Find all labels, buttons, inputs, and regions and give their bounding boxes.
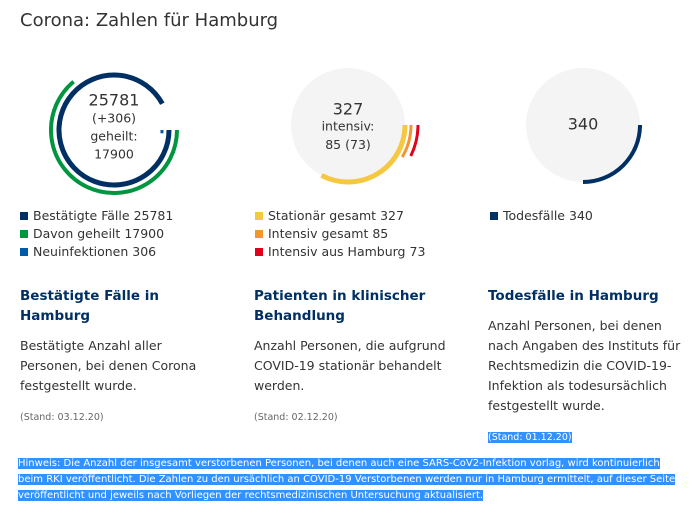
center-value: 25781 (89, 91, 140, 110)
legend-swatch (20, 248, 28, 256)
charts: 25781 (+306) geheilt: 17900 327 intensiv… (20, 68, 642, 259)
legend-value: 17900 (124, 226, 164, 241)
legend-value: 73 (410, 244, 426, 259)
notice: Hinweis: Die Anzahl der insgesamt versto… (18, 456, 683, 504)
center-label: intensiv: (322, 119, 375, 134)
legend-name: Davon geheilt (33, 226, 120, 241)
center-value: (73) (345, 137, 371, 152)
center-value: 85 (73) (325, 137, 371, 152)
legend-entry: Bestätigte Fälle 25781 (33, 208, 173, 223)
legend-value: 306 (132, 244, 156, 259)
legend-name: Intensiv gesamt (268, 226, 368, 241)
legend-name: Todesfälle (502, 208, 565, 223)
legend-value: 327 (380, 208, 404, 223)
panel-heading: Todesfälle in Hamburg (488, 288, 659, 304)
arc (582, 124, 642, 184)
arc (320, 124, 408, 185)
backdrop (291, 68, 405, 182)
legend-value: 85 (372, 226, 388, 241)
page-title: Corona: Zahlen für Hamburg (20, 10, 279, 31)
radial-chart (291, 68, 420, 185)
panel: Patienten in klinischer Behandlung Anzah… (254, 286, 454, 428)
legend-swatch (490, 212, 498, 220)
panel-text: Anzahl Personen, die aufgrund COVID-19 s… (254, 338, 446, 393)
legend-swatch (20, 230, 28, 238)
panel-heading: Bestätigte Fälle in Hamburg (20, 288, 159, 324)
legend-name: Stationär gesamt (268, 208, 376, 223)
panel-text: Bestätigte Anzahl aller Personen, bei de… (20, 338, 197, 393)
legend-value: 340 (569, 208, 593, 223)
panel-stand: (Stand: 03.12.20) (20, 412, 104, 423)
panel: Todesfälle in Hamburg Anzahl Personen, b… (488, 286, 684, 448)
center-label: geheilt: (90, 129, 137, 144)
arc (400, 124, 413, 158)
legend-swatch (255, 230, 263, 238)
panel-stand: (Stand: 02.12.20) (254, 412, 338, 423)
arc (56, 72, 172, 188)
legend-entry: Intensiv gesamt 85 (268, 226, 388, 241)
center-value: 17900 (94, 147, 134, 162)
panel-stand: (Stand: 01.12.20) (488, 432, 572, 443)
legend-swatch (20, 212, 28, 220)
legend-swatch (255, 212, 263, 220)
legend-entry: Davon geheilt 17900 (33, 226, 164, 241)
legend-entry: Neuinfektionen 306 (33, 244, 156, 259)
arc (409, 124, 420, 157)
legend-swatch (255, 248, 263, 256)
arc (49, 80, 179, 195)
panel-heading: Patienten in klinischer Behandlung (254, 288, 426, 324)
legend-entry: Intensiv aus Hamburg 73 (268, 244, 425, 259)
legend: Bestätigte Fälle 25781 Davon geheilt 17900 N… (20, 208, 173, 259)
panel-stand: (Stand: 01.12.20) (488, 428, 684, 448)
legend-value: 25781 (134, 208, 174, 223)
backdrop (526, 68, 640, 182)
legend-name: Intensiv aus Hamburg (268, 244, 406, 259)
center-value: 85 (325, 137, 341, 152)
legend-name: Bestätigte Fälle (33, 208, 130, 223)
legend-entry: Todesfälle 340 (502, 208, 593, 223)
radial-chart (526, 68, 642, 184)
legend: Todesfälle 340 (490, 208, 593, 223)
legend-name: Neuinfektionen (33, 244, 128, 259)
center-value: 340 (568, 115, 599, 134)
radial-chart (49, 72, 179, 195)
notice-text: Hinweis: Die Anzahl der insgesamt versto… (18, 458, 676, 501)
center-value: (+306) (92, 111, 136, 126)
panel: Bestätigte Fälle in Hamburg Bestätigte A… (20, 286, 220, 428)
center-value: 327 (333, 100, 364, 119)
panel-text: Anzahl Personen, bei denen nach Angaben … (488, 318, 681, 413)
legend-entry: Stationär gesamt 327 (268, 208, 404, 223)
